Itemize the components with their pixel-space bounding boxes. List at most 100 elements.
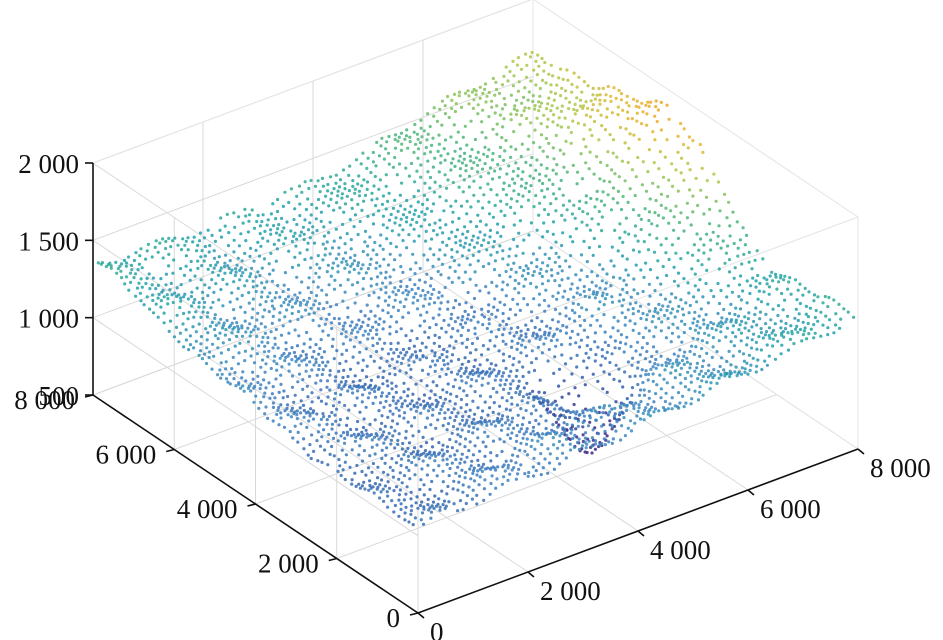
data-point <box>460 161 464 165</box>
data-point <box>482 315 487 319</box>
data-point <box>530 349 534 353</box>
data-point <box>464 421 468 425</box>
data-point <box>453 109 457 114</box>
data-point <box>280 230 284 234</box>
data-point <box>626 308 630 312</box>
data-point <box>546 447 550 451</box>
data-point <box>216 337 220 341</box>
data-point <box>821 323 825 327</box>
data-point <box>463 321 468 325</box>
data-point <box>373 482 377 486</box>
data-point <box>747 329 751 333</box>
data-point <box>753 312 757 317</box>
data-point <box>470 305 474 309</box>
data-point <box>345 423 349 427</box>
data-point <box>199 255 203 259</box>
data-point <box>263 391 267 395</box>
data-point <box>488 235 492 239</box>
data-point <box>428 405 432 409</box>
data-point <box>437 344 442 348</box>
data-point <box>784 321 788 326</box>
data-point <box>505 172 509 176</box>
data-point <box>202 305 206 309</box>
data-point <box>510 416 515 420</box>
data-point <box>271 346 275 350</box>
data-point <box>602 313 606 317</box>
z-tick-label: 1 000 <box>18 304 79 334</box>
data-point <box>279 411 283 415</box>
data-point <box>425 272 429 276</box>
data-point <box>626 110 630 114</box>
data-point <box>677 335 681 339</box>
data-point <box>357 482 361 486</box>
data-point <box>767 326 772 330</box>
data-point <box>556 123 560 127</box>
data-point <box>537 179 542 183</box>
data-point <box>551 74 555 78</box>
data-point <box>549 202 553 206</box>
data-point <box>529 121 533 125</box>
data-point <box>544 419 548 423</box>
data-point <box>621 240 625 244</box>
data-point <box>409 355 413 359</box>
data-point <box>779 326 783 330</box>
data-point <box>369 378 373 382</box>
data-point <box>406 387 410 391</box>
data-point <box>521 395 526 399</box>
data-point <box>165 293 169 297</box>
data-point <box>114 260 118 264</box>
data-point <box>583 294 587 298</box>
data-point <box>297 356 301 360</box>
data-point <box>442 347 446 352</box>
data-point <box>600 424 604 428</box>
data-point <box>319 210 323 214</box>
data-point <box>474 283 478 287</box>
data-point <box>421 304 426 308</box>
data-point <box>527 339 532 343</box>
data-point <box>195 286 199 290</box>
data-point <box>327 204 331 208</box>
data-point <box>487 303 491 307</box>
data-point <box>307 296 311 300</box>
data-point <box>771 337 775 341</box>
data-point <box>529 221 534 225</box>
data-point <box>355 323 359 327</box>
data-point <box>321 242 325 246</box>
data-point <box>535 158 539 162</box>
data-point <box>662 377 666 381</box>
data-point <box>487 317 491 321</box>
data-point <box>311 231 315 235</box>
data-point <box>648 360 652 364</box>
data-point <box>380 347 384 351</box>
data-point <box>394 216 398 220</box>
data-point <box>527 134 531 138</box>
data-point <box>591 103 595 107</box>
data-point <box>196 259 200 263</box>
data-point <box>382 257 386 261</box>
data-point <box>458 167 462 171</box>
data-point <box>388 252 392 256</box>
data-point <box>488 372 492 376</box>
data-point <box>271 419 275 423</box>
data-point <box>745 233 749 237</box>
data-point <box>634 263 638 267</box>
data-point <box>727 200 731 204</box>
data-point <box>283 190 287 194</box>
data-point <box>224 328 228 332</box>
data-point <box>688 188 692 192</box>
data-point <box>361 320 365 324</box>
data-point <box>564 456 568 460</box>
data-point <box>472 179 476 183</box>
data-point <box>739 339 743 343</box>
data-point <box>379 144 383 148</box>
data-point <box>577 437 581 441</box>
data-point <box>276 408 280 412</box>
data-point <box>309 256 313 260</box>
data-point <box>527 470 531 475</box>
data-point <box>427 508 431 512</box>
data-point <box>728 372 732 376</box>
data-point <box>331 436 336 440</box>
data-point <box>435 359 440 363</box>
data-point <box>773 272 778 276</box>
data-point <box>728 234 732 238</box>
